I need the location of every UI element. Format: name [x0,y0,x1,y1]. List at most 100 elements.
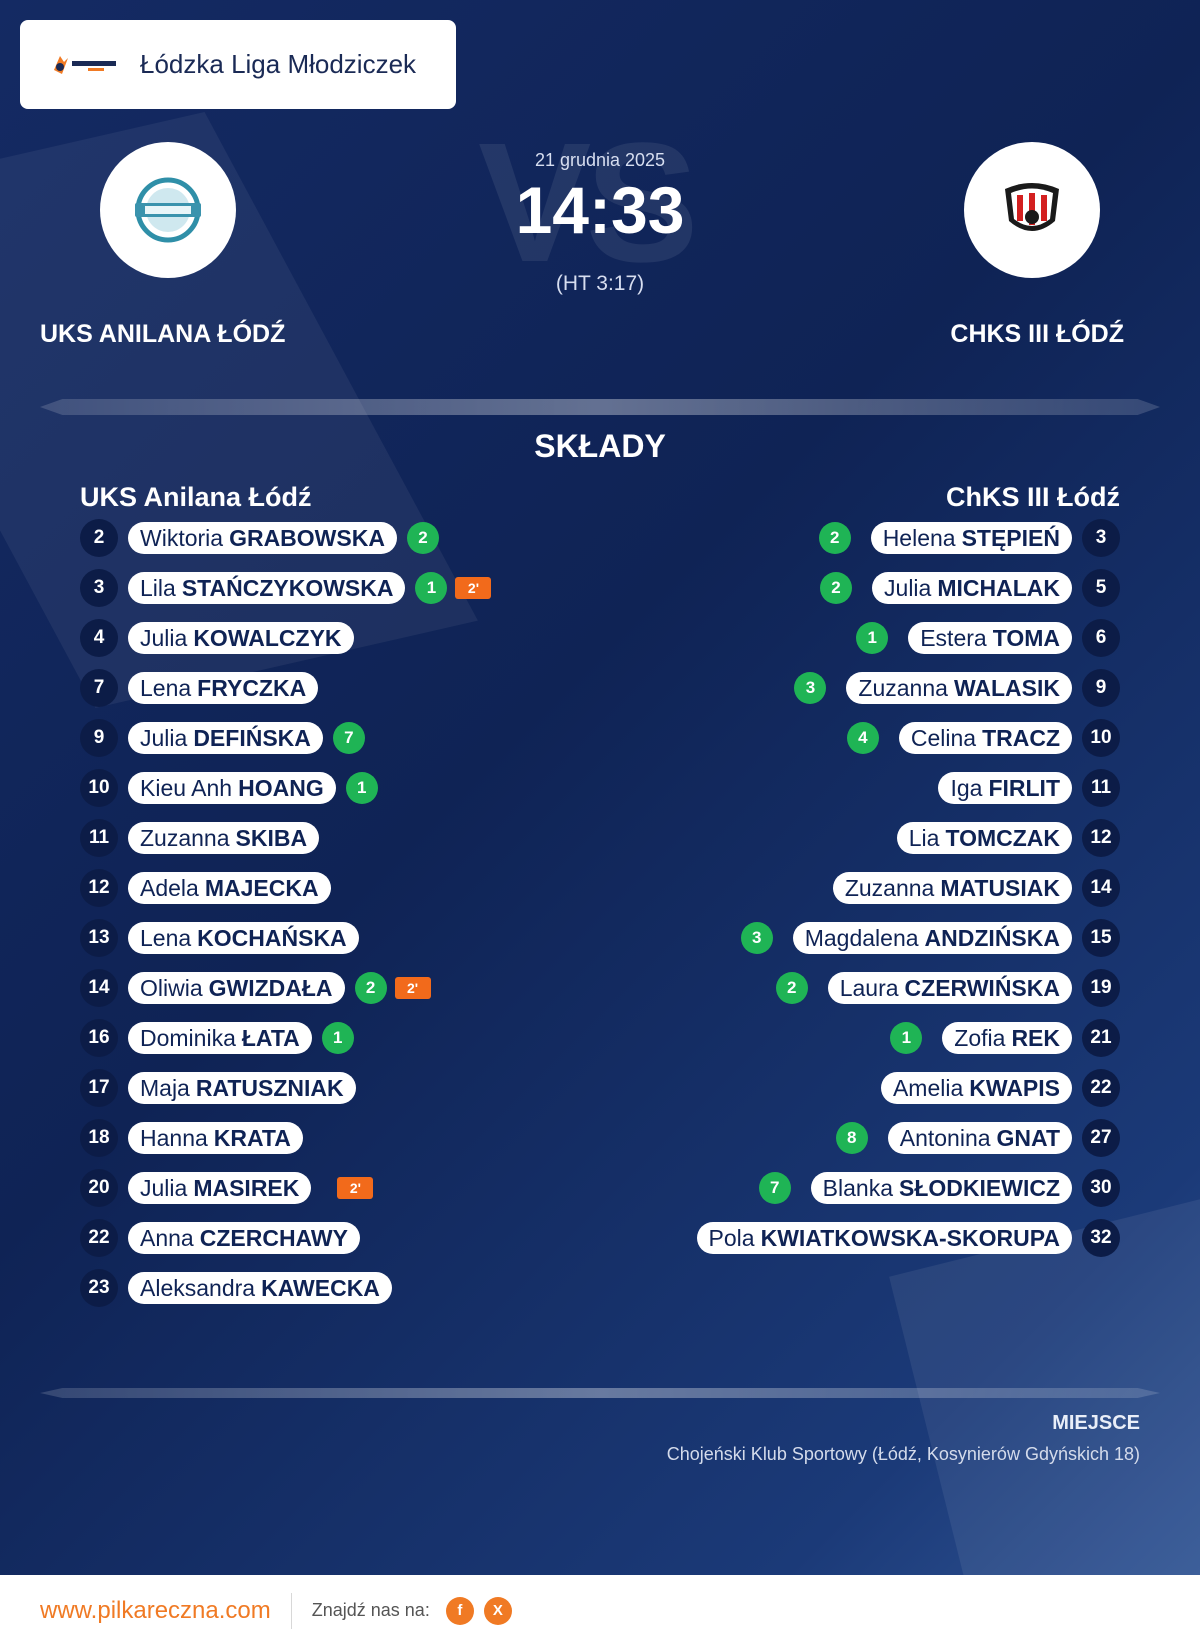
player-first-name: Wiktoria [140,524,224,551]
away-player-row: 12 Lia TOMCZAK [896,819,1120,857]
player-first-name: Anna [140,1224,194,1251]
player-last-name: MICHALAK [937,574,1060,601]
divider [40,1388,1160,1398]
footer: www.pilkareczna.com Znajdź nas na: f X [0,1575,1200,1646]
home-player-row: 18 Hanna KRATA [80,1119,303,1157]
player-first-name: Hanna [140,1124,208,1151]
player-first-name: Lila [140,574,176,601]
player-last-name: DEFIŃSKA [193,724,311,751]
home-lineup-title: UKS Anilana Łódź [80,482,312,512]
halftime-score: (HT 3:17) [555,272,645,295]
lineups-title: SKŁADY [534,428,666,464]
player-name: Blanka SŁODKIEWICZ [810,1172,1072,1204]
player-name: Zuzanna SKIBA [128,822,320,854]
player-first-name: Antonina [899,1124,991,1151]
goals-badge: 1 [856,622,889,654]
home-player-row: 23 Aleksandra KAWECKA [80,1269,392,1307]
goals-badge: 3 [740,922,773,954]
away-player-row: 15 Magdalena ANDZIŃSKA 3 [740,919,1120,957]
player-name: Helena STĘPIEŃ [870,522,1072,554]
goals-badge: 4 [846,722,879,754]
player-name: Zuzanna MATUSIAK [832,872,1072,904]
player-last-name: SKIBA [235,824,308,851]
player-name: Magdalena ANDZIŃSKA [792,922,1072,954]
venue-value: Chojeński Klub Sportowy (Łódź, Kosynieró… [666,1444,1140,1464]
site-link[interactable]: www.pilkareczna.com [40,1596,271,1624]
anilana-crest-icon [135,177,201,243]
away-player-row: 10 Celina TRACZ 4 [846,719,1120,757]
player-last-name: KRATA [213,1124,291,1151]
player-number: 15 [1082,919,1120,957]
match-score: 14:33 [515,173,685,247]
league-header: Łódzka Liga Młodziczek [20,20,456,109]
away-team-crest [964,142,1100,278]
player-number: 21 [1082,1019,1120,1057]
player-last-name: GWIZDAŁA [208,974,333,1001]
home-player-row: 13 Lena KOCHAŃSKA [80,919,359,957]
player-last-name: STAŃCZYKOWSKA [181,574,394,601]
player-first-name: Maja [140,1074,190,1101]
player-first-name: Magdalena [804,924,919,951]
player-first-name: Kieu Anh [140,774,233,801]
away-player-row: 6 Estera TOMA 1 [856,619,1120,657]
player-number: 23 [80,1269,118,1307]
away-player-row: 3 Helena STĘPIEŃ 2 [818,519,1120,557]
player-name: Kieu Anh HOANG [128,772,336,804]
chks-crest-icon [1005,183,1059,231]
home-player-row: 20 Julia MASIREK 2' [80,1169,374,1207]
player-first-name: Pola [708,1224,755,1251]
x-icon[interactable]: X [483,1596,512,1625]
player-last-name: FIRLIT [988,774,1060,801]
player-name: Dominika ŁATA [128,1022,312,1054]
player-number: 20 [80,1169,118,1207]
player-number: 12 [1082,819,1120,857]
pilkareczna-logo-icon [50,50,122,80]
player-number: 17 [80,1069,118,1107]
away-player-row: 30 Blanka SŁODKIEWICZ 7 [758,1169,1120,1207]
player-number: 7 [80,669,118,707]
player-last-name: ŁATA [241,1024,300,1051]
player-number: 18 [80,1119,118,1157]
home-player-row: 14 Oliwia GWIZDAŁA 2 2' [80,969,431,1007]
home-player-row: 9 Julia DEFIŃSKA 7 [80,719,365,757]
footer-separator [290,1592,292,1629]
player-name: Wiktoria GRABOWSKA [128,522,397,554]
player-last-name: WALASIK [953,674,1060,701]
player-last-name: KWAPIS [969,1074,1060,1101]
home-player-row: 22 Anna CZERCHAWY [80,1219,360,1257]
player-name: Aleksandra KAWECKA [128,1272,392,1304]
player-last-name: REK [1011,1024,1060,1051]
player-first-name: Julia [140,724,188,751]
player-first-name: Aleksandra [140,1274,256,1301]
player-number: 14 [80,969,118,1007]
player-name: Julia DEFIŃSKA [128,722,323,754]
venue-label: MIEJSCE [1052,1412,1140,1434]
player-number: 6 [1082,619,1120,657]
player-first-name: Lena [140,674,192,701]
player-last-name: SŁODKIEWICZ [899,1174,1060,1201]
player-name: Julia KOWALCZYK [128,622,354,654]
away-player-row: 32 Pola KWIATKOWSKA-SKORUPA [696,1219,1120,1257]
goals-badge: 7 [332,722,365,754]
goals-badge: 8 [835,1122,868,1154]
player-number: 32 [1082,1219,1120,1257]
player-last-name: KOWALCZYK [193,624,342,651]
facebook-icon[interactable]: f [445,1596,474,1625]
player-name: Anna CZERCHAWY [128,1222,360,1254]
player-name: Hanna KRATA [128,1122,303,1154]
player-last-name: KAWECKA [261,1274,380,1301]
home-player-row: 16 Dominika ŁATA 1 [80,1019,354,1057]
away-player-row: 22 Amelia KWAPIS [880,1069,1120,1107]
player-name: Adela MAJECKA [128,872,331,904]
player-name: Celina TRACZ [898,722,1072,754]
home-player-row: 10 Kieu Anh HOANG 1 [80,769,378,807]
player-last-name: CZERWIŃSKA [904,974,1060,1001]
suspension-badge: 2' [394,977,431,999]
suspension-badge: 2' [455,577,492,599]
goals-badge: 1 [890,1022,923,1054]
goals-badge: 2 [820,572,853,604]
player-first-name: Estera [920,624,987,651]
player-number: 27 [1082,1119,1120,1157]
away-player-row: 14 Zuzanna MATUSIAK [832,869,1120,907]
player-number: 9 [1082,669,1120,707]
